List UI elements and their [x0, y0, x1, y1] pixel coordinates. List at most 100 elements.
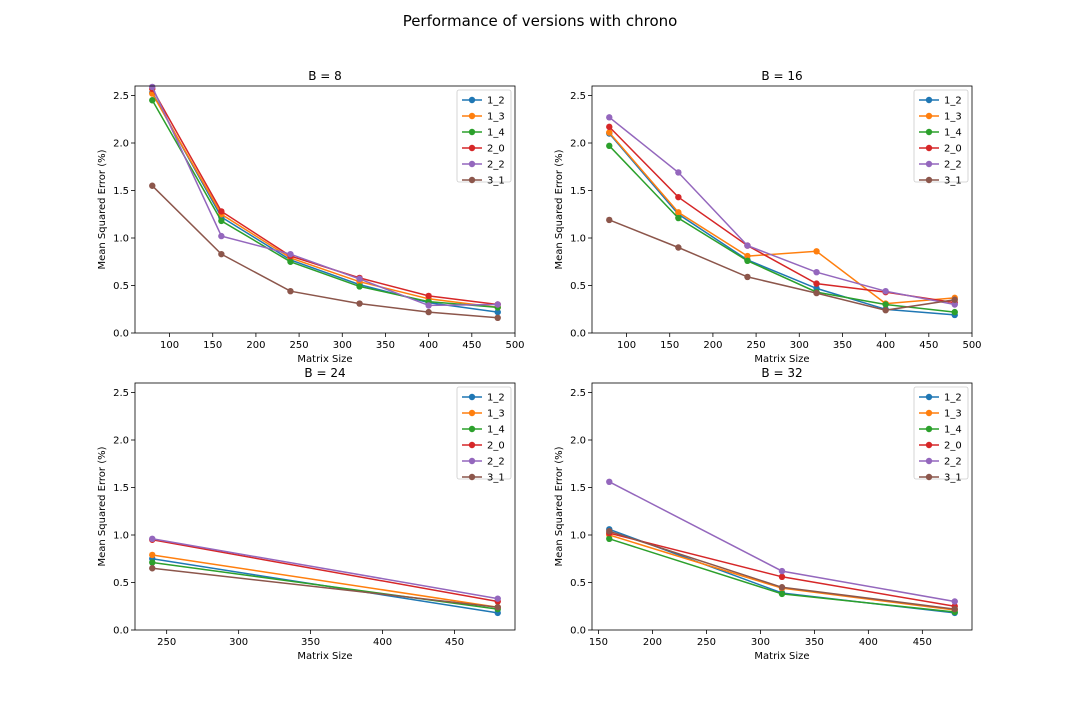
data-point — [744, 257, 751, 264]
legend-label: 3_1 — [944, 473, 962, 484]
legend-entry: 1_2 — [462, 96, 505, 107]
legend-entry: 1_4 — [919, 425, 962, 436]
data-point — [218, 217, 225, 225]
data-point — [356, 275, 363, 283]
series-2_2 — [149, 535, 501, 602]
data-point — [494, 308, 501, 316]
legend-entry: 2_0 — [919, 441, 962, 452]
data-point — [149, 551, 156, 559]
data-point — [287, 288, 294, 295]
y-axis-label: Mean Squared Error (%) — [554, 446, 565, 566]
data-point — [494, 314, 501, 321]
y-tick-label: 2.5 — [113, 91, 129, 102]
series-3_1 — [606, 216, 958, 314]
data-point — [675, 214, 682, 222]
x-tick-label: 450 — [445, 637, 464, 648]
x-tick-label: 300 — [229, 637, 248, 648]
y-tick-label: 1.0 — [570, 531, 586, 542]
data-point — [882, 301, 889, 308]
series-line — [151, 185, 498, 319]
x-tick-label: 400 — [373, 637, 392, 648]
x-tick-label: 300 — [790, 340, 809, 351]
x-tick-label: 450 — [913, 637, 932, 648]
legend-marker — [925, 425, 933, 433]
data-point — [744, 273, 751, 281]
legend-entry: 2_2 — [462, 160, 505, 171]
legend-label: 2_2 — [944, 457, 962, 468]
y-tick-label: 2.5 — [113, 388, 129, 399]
legend-marker — [925, 112, 933, 120]
data-point — [149, 83, 156, 91]
legend-label: 1_2 — [944, 96, 962, 107]
data-point — [882, 288, 889, 295]
x-tick-label: 350 — [301, 637, 320, 648]
series-line — [152, 554, 498, 608]
axes-frame — [591, 382, 973, 631]
series-line — [608, 116, 955, 306]
series-3_1 — [606, 528, 958, 613]
legend: 1_2 1_3 1_4 2_0 2_2 3_1 — [913, 89, 969, 187]
legend-marker — [925, 409, 933, 417]
legend-marker — [468, 457, 476, 465]
legend: 1_2 1_3 1_4 2_0 2_2 3_1 — [456, 386, 512, 484]
axes-frame — [591, 85, 973, 334]
x-tick-label: 500 — [962, 340, 981, 351]
data-point — [675, 169, 682, 176]
x-tick-label: 350 — [376, 340, 395, 351]
x-axis-label: Matrix Size — [297, 651, 352, 662]
y-tick-label: 0.0 — [113, 626, 129, 637]
legend-label: 1_4 — [487, 425, 505, 436]
x-tick-label: 350 — [833, 340, 852, 351]
series-2_2 — [606, 114, 958, 308]
legend-box — [456, 89, 512, 183]
y-axis-label: Mean Squared Error (%) — [97, 149, 108, 269]
legend-marker — [468, 96, 476, 104]
y-tick-label: 1.0 — [113, 234, 129, 245]
subplot-1: B = 8 100 150 200 250 300 350 400 450 500 0.0 0.5 1.… — [97, 69, 525, 365]
data-point — [778, 590, 786, 598]
legend-marker — [468, 393, 476, 401]
x-tick-label: 250 — [697, 637, 716, 648]
x-tick-label: 400 — [876, 340, 895, 351]
x-tick-label: 450 — [919, 340, 938, 351]
y-tick-label: 0.0 — [113, 329, 129, 340]
y-tick-label: 2.0 — [570, 436, 586, 447]
legend-label: 2_0 — [487, 144, 505, 155]
data-point — [951, 308, 958, 316]
y-tick-label: 0.5 — [570, 281, 586, 292]
series-3_1 — [149, 565, 501, 611]
x-tick-label: 200 — [643, 637, 662, 648]
data-point — [951, 296, 958, 303]
legend-label: 2_0 — [944, 441, 962, 452]
subplots: B = 8 100 150 200 250 300 350 400 450 500 0.0 0.5 1.… — [97, 69, 982, 662]
legend-entry: 1_3 — [919, 409, 962, 420]
data-point — [149, 97, 156, 104]
x-tick-label: 450 — [462, 340, 481, 351]
y-axis-label: Mean Squared Error (%) — [554, 149, 565, 269]
legend-entry: 2_2 — [462, 457, 505, 468]
legend-marker — [468, 473, 476, 481]
legend-marker — [925, 144, 933, 152]
series-line — [151, 86, 498, 307]
x-tick-label: 350 — [805, 637, 824, 648]
data-point — [778, 584, 786, 591]
data-point — [951, 598, 958, 605]
legend-entry: 3_1 — [462, 176, 505, 187]
y-tick-label: 2.0 — [570, 139, 586, 150]
series-line — [151, 92, 498, 313]
legend-entry: 1_2 — [919, 96, 962, 107]
legend-entry: 1_3 — [462, 409, 505, 420]
legend-label: 1_4 — [944, 128, 962, 139]
legend-entry: 1_2 — [919, 393, 962, 404]
data-point — [744, 242, 751, 249]
x-tick-label: 250 — [157, 637, 176, 648]
legend-label: 3_1 — [487, 473, 505, 484]
data-point — [425, 308, 432, 316]
data-point — [606, 478, 613, 485]
legend-marker — [925, 160, 933, 168]
legend-entry: 1_3 — [462, 112, 505, 123]
legend-marker — [468, 425, 476, 433]
x-axis-label: Matrix Size — [754, 354, 809, 365]
data-point — [425, 302, 432, 309]
